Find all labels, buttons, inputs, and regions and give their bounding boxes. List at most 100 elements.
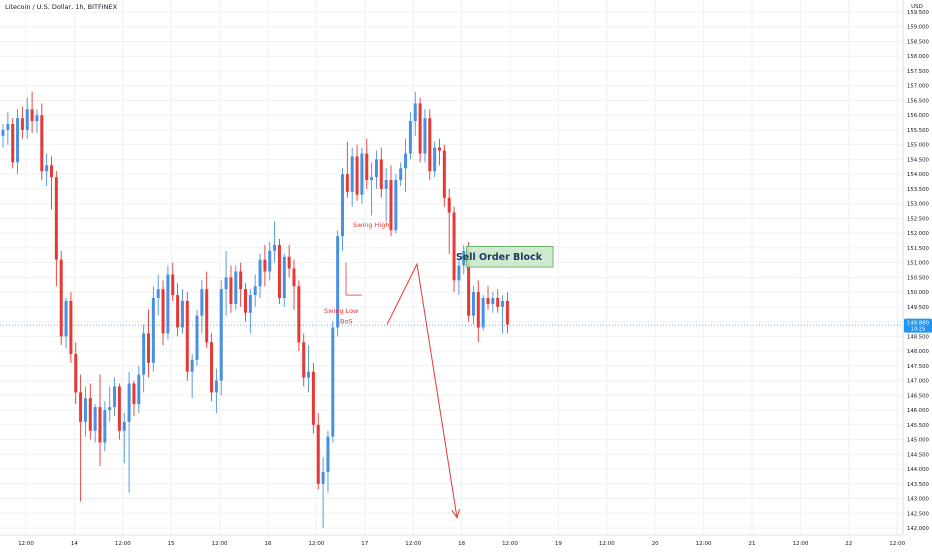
candle[interactable] bbox=[423, 109, 427, 163]
candle[interactable] bbox=[64, 298, 68, 349]
candle[interactable] bbox=[404, 138, 408, 192]
candle[interactable] bbox=[50, 156, 53, 210]
candle[interactable] bbox=[297, 280, 301, 352]
candle[interactable] bbox=[113, 377, 117, 416]
candle[interactable] bbox=[171, 262, 175, 301]
candle[interactable] bbox=[384, 168, 388, 222]
candle[interactable] bbox=[447, 188, 451, 254]
candle[interactable] bbox=[151, 286, 155, 372]
candle[interactable] bbox=[79, 374, 83, 502]
candle[interactable] bbox=[142, 324, 146, 393]
candle[interactable] bbox=[200, 280, 204, 334]
candle[interactable] bbox=[214, 368, 218, 414]
candle[interactable] bbox=[491, 292, 495, 313]
candle[interactable] bbox=[108, 386, 112, 422]
candle[interactable] bbox=[229, 265, 233, 313]
candle[interactable] bbox=[1, 124, 5, 148]
candle[interactable] bbox=[486, 286, 490, 310]
candle[interactable] bbox=[307, 345, 311, 393]
projection-arrow[interactable] bbox=[386, 262, 461, 519]
candle[interactable] bbox=[156, 274, 160, 316]
candle[interactable] bbox=[341, 168, 344, 251]
sell-order-block-zone[interactable]: Sell Order Block bbox=[456, 246, 554, 268]
candle[interactable] bbox=[239, 262, 243, 307]
candle[interactable] bbox=[457, 259, 461, 296]
candle[interactable] bbox=[374, 150, 378, 189]
candle[interactable] bbox=[331, 321, 335, 443]
candle[interactable] bbox=[117, 383, 121, 440]
candle[interactable] bbox=[379, 147, 383, 198]
candle[interactable] bbox=[93, 404, 97, 443]
candle[interactable] bbox=[292, 259, 296, 310]
candle[interactable] bbox=[365, 138, 369, 189]
candle[interactable] bbox=[316, 413, 320, 490]
candle[interactable] bbox=[438, 138, 441, 166]
candle[interactable] bbox=[74, 342, 78, 405]
candle[interactable] bbox=[505, 292, 509, 334]
candle[interactable] bbox=[122, 413, 126, 464]
candle[interactable] bbox=[83, 386, 87, 437]
candle[interactable] bbox=[433, 141, 437, 178]
candle[interactable] bbox=[54, 171, 58, 287]
candle[interactable] bbox=[355, 144, 359, 201]
candle[interactable] bbox=[282, 253, 286, 307]
candle[interactable] bbox=[302, 333, 306, 387]
candle[interactable] bbox=[428, 109, 432, 181]
projection-path[interactable] bbox=[386, 262, 458, 518]
candle[interactable] bbox=[394, 174, 398, 234]
candle[interactable] bbox=[16, 109, 20, 175]
candle[interactable] bbox=[389, 165, 393, 237]
candle[interactable] bbox=[321, 457, 325, 528]
candle[interactable] bbox=[311, 362, 315, 434]
candle[interactable] bbox=[350, 147, 354, 207]
candle[interactable] bbox=[234, 265, 238, 310]
candle[interactable] bbox=[176, 283, 180, 337]
candle[interactable] bbox=[345, 141, 349, 198]
candle[interactable] bbox=[210, 333, 214, 402]
candle[interactable] bbox=[224, 250, 228, 316]
candle[interactable] bbox=[496, 289, 500, 313]
candle[interactable] bbox=[98, 374, 102, 467]
candle[interactable] bbox=[244, 283, 247, 322]
candle[interactable] bbox=[195, 309, 199, 366]
candle[interactable] bbox=[268, 241, 272, 281]
candle[interactable] bbox=[273, 221, 277, 263]
candle[interactable] bbox=[481, 295, 485, 331]
candle[interactable] bbox=[408, 112, 412, 160]
sell-order-block-rect[interactable] bbox=[466, 246, 554, 268]
candle[interactable] bbox=[166, 265, 170, 340]
candle[interactable] bbox=[277, 239, 281, 304]
candle[interactable] bbox=[452, 206, 456, 293]
candle[interactable] bbox=[462, 244, 466, 275]
time-axis[interactable]: 12:00 14 12:00 15 12:00 16 12:00 17 12:00 18 12:00… bbox=[0, 534, 906, 547]
candle[interactable] bbox=[137, 365, 141, 414]
candle[interactable] bbox=[253, 274, 257, 307]
candle[interactable] bbox=[40, 103, 44, 181]
candle[interactable] bbox=[418, 97, 422, 163]
candle[interactable] bbox=[471, 286, 475, 325]
candle[interactable] bbox=[59, 250, 63, 346]
candle[interactable] bbox=[442, 144, 446, 207]
candle[interactable] bbox=[45, 153, 49, 186]
candles[interactable] bbox=[1, 91, 509, 528]
candle[interactable] bbox=[30, 91, 34, 133]
candle[interactable] bbox=[132, 380, 136, 416]
candle[interactable] bbox=[161, 280, 165, 346]
candle[interactable] bbox=[370, 162, 374, 216]
candle[interactable] bbox=[413, 91, 417, 136]
candle[interactable] bbox=[326, 430, 330, 493]
candle[interactable] bbox=[25, 97, 29, 139]
candle[interactable] bbox=[287, 244, 291, 278]
candle[interactable] bbox=[476, 280, 480, 343]
candle[interactable] bbox=[360, 147, 364, 204]
candle[interactable] bbox=[11, 118, 15, 169]
candle[interactable] bbox=[69, 292, 73, 363]
candle[interactable] bbox=[20, 106, 24, 139]
candle[interactable] bbox=[103, 401, 107, 452]
candle[interactable] bbox=[258, 253, 262, 299]
candle[interactable] bbox=[35, 109, 39, 133]
candle[interactable] bbox=[88, 383, 92, 440]
candle[interactable] bbox=[180, 289, 184, 334]
